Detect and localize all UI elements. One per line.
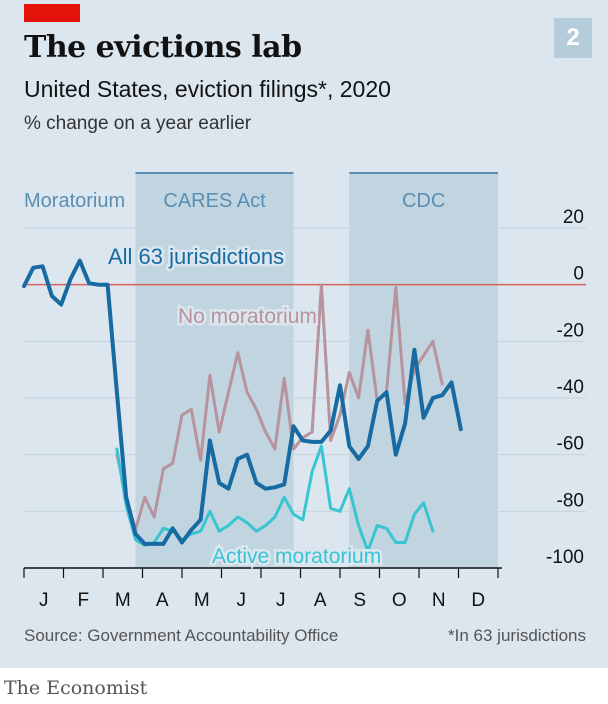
footnote: *In 63 jurisdictions (448, 626, 586, 645)
x-tick-label: M (115, 590, 131, 611)
line-chart: Moratorium CARES Act CDC 20 0 -20 -40 -60 -80 -10… (22, 172, 586, 611)
period-label-0: Moratorium (24, 190, 125, 212)
x-tick-label: F (77, 590, 89, 611)
period-shade-1 (135, 172, 294, 568)
y-tick-label: 0 (573, 264, 584, 285)
x-tick-label: S (353, 590, 366, 611)
x-tick-label: A (156, 590, 169, 611)
period-label-1: CARES Act (163, 190, 266, 212)
x-tick-label: O (392, 590, 407, 611)
series-label-no_moratorium: No moratorium (178, 305, 317, 328)
brand-red-bar (24, 4, 80, 22)
y-tick-label: -60 (557, 434, 584, 455)
x-tick-label: A (314, 590, 327, 611)
publisher-logo: The Economist (4, 677, 148, 699)
period-shade-2 (349, 172, 498, 568)
chart-number-badge: 2 (554, 18, 592, 58)
y-tick-label: -40 (557, 377, 584, 398)
series-label-active_moratorium: Active moratorium (212, 545, 381, 568)
chart-title: The evictions lab (24, 30, 302, 65)
y-tick-label: -100 (546, 547, 584, 568)
x-tick-label: J (39, 590, 49, 611)
y-tick-label: -20 (557, 320, 584, 341)
period-label-2: CDC (402, 190, 445, 212)
series-label-halo-no_moratorium: No moratorium (178, 305, 317, 328)
series-label-halo-active_moratorium: Active moratorium (212, 545, 381, 568)
x-tick-label: J (237, 590, 247, 611)
source-note: Source: Government Accountability Office (24, 626, 339, 645)
x-tick-label: D (471, 590, 485, 611)
x-tick-label: J (276, 590, 286, 611)
y-tick-label: 20 (563, 207, 584, 228)
chart-panel (0, 0, 608, 668)
series-label-all: All 63 jurisdictions (108, 244, 284, 269)
x-tick-label: N (432, 590, 446, 611)
chart-subtitle: United States, eviction filings*, 2020 (24, 76, 391, 102)
y-tick-label: -80 (557, 490, 584, 511)
y-axis-units: % change on a year earlier (24, 113, 252, 134)
x-tick-label: M (194, 590, 210, 611)
series-line-no_moratorium (115, 283, 444, 532)
series-label-halo-all: All 63 jurisdictions (108, 244, 284, 269)
series-line-all (22, 258, 463, 546)
